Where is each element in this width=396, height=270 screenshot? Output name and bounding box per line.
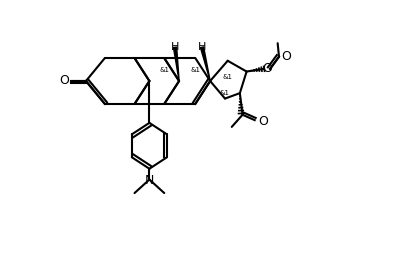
Text: N: N (145, 174, 154, 187)
Polygon shape (173, 47, 179, 81)
Text: O: O (258, 115, 268, 128)
Text: O: O (281, 50, 291, 63)
Text: O: O (59, 75, 69, 87)
Text: &1: &1 (159, 67, 169, 73)
Text: O: O (263, 62, 272, 75)
Text: H: H (171, 42, 179, 52)
Text: &1: &1 (190, 67, 200, 73)
Polygon shape (200, 47, 210, 81)
Text: H: H (198, 42, 206, 52)
Text: &1: &1 (220, 90, 230, 96)
Text: &1: &1 (223, 74, 233, 80)
